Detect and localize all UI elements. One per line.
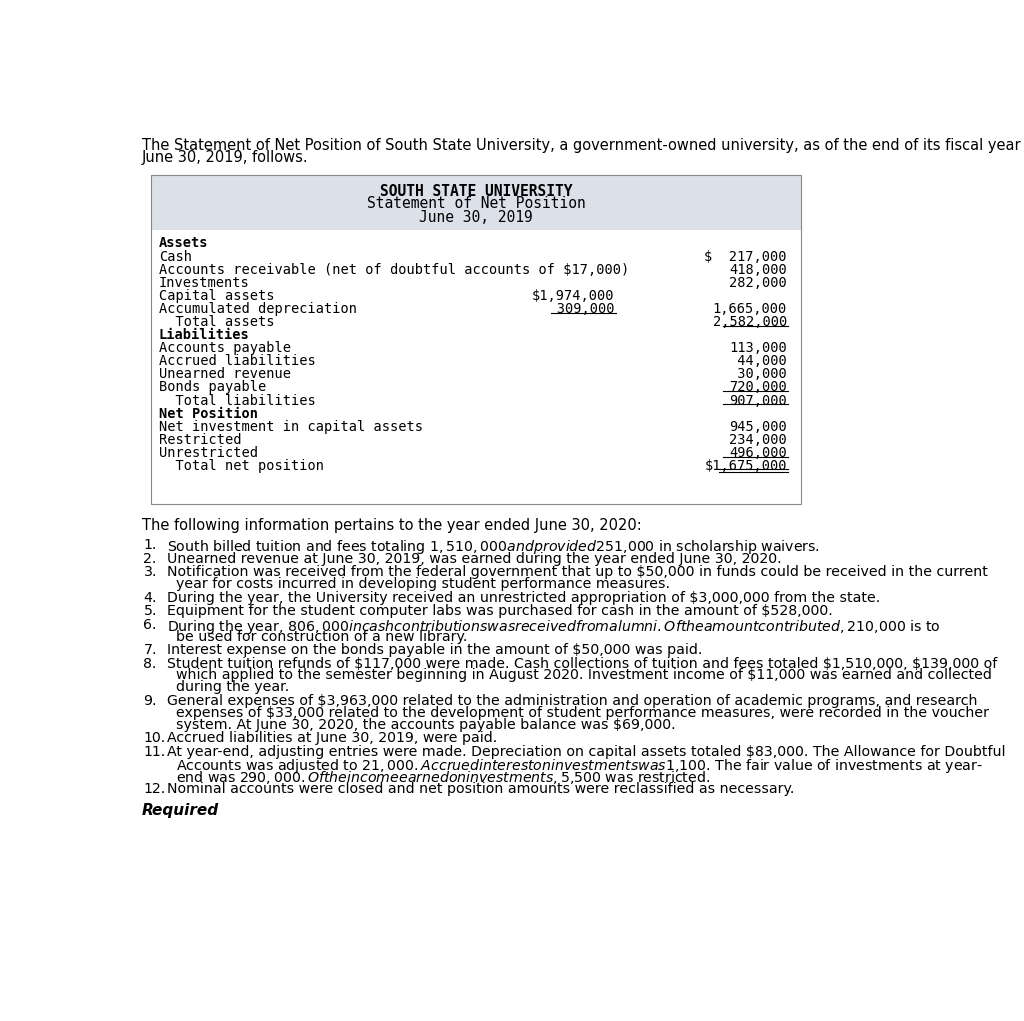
Text: 496,000: 496,000 — [729, 446, 786, 459]
Text: 3.: 3. — [143, 566, 157, 579]
Text: 44,000: 44,000 — [729, 354, 786, 369]
Text: during the year.: during the year. — [176, 680, 290, 694]
Text: The Statement of Net Position of South State University, a government-owned univ: The Statement of Net Position of South S… — [142, 138, 1021, 153]
Text: Student tuition refunds of $117,000 were made. Cash collections of tuition and f: Student tuition refunds of $117,000 were… — [167, 657, 997, 671]
Text: Restricted: Restricted — [159, 433, 242, 447]
Text: During the year, the University received an unrestricted appropriation of $3,000: During the year, the University received… — [167, 591, 880, 604]
Text: which applied to the semester beginning in August 2020. Investment income of $11: which applied to the semester beginning … — [176, 669, 992, 682]
Text: Statement of Net Position: Statement of Net Position — [367, 196, 586, 211]
Text: June 30, 2019: June 30, 2019 — [419, 209, 532, 225]
Text: 8.: 8. — [143, 657, 157, 671]
Text: Accumulated depreciation: Accumulated depreciation — [159, 302, 357, 315]
Text: During the year, $806,000 in cash contributions was received from alumni. Of the: During the year, $806,000 in cash contri… — [167, 618, 940, 636]
Text: Total liabilities: Total liabilities — [159, 393, 315, 407]
Bar — [152, 175, 801, 504]
Text: Required: Required — [142, 804, 219, 818]
Text: 12.: 12. — [143, 782, 166, 796]
Text: 10.: 10. — [143, 731, 166, 745]
Text: 9.: 9. — [143, 694, 157, 708]
Text: 113,000: 113,000 — [729, 341, 786, 355]
Text: system. At June 30, 2020, the accounts payable balance was $69,000.: system. At June 30, 2020, the accounts p… — [176, 718, 676, 732]
Text: Total net position: Total net position — [159, 459, 324, 473]
Text: Liabilities: Liabilities — [159, 328, 250, 342]
Text: 2,582,000: 2,582,000 — [713, 315, 786, 329]
Text: Unearned revenue: Unearned revenue — [159, 368, 291, 382]
Text: $1,675,000: $1,675,000 — [705, 459, 786, 473]
Text: Unearned revenue at June 30, 2019, was earned during the year ended June 30, 202: Unearned revenue at June 30, 2019, was e… — [167, 551, 781, 566]
Text: Notification was received from the federal government that up to $50,000 in fund: Notification was received from the feder… — [167, 566, 987, 579]
Text: 7.: 7. — [143, 643, 157, 658]
Text: Assets: Assets — [159, 237, 209, 250]
Text: Accounts payable: Accounts payable — [159, 341, 291, 355]
Text: 907,000: 907,000 — [729, 393, 786, 407]
Text: 1,665,000: 1,665,000 — [713, 302, 786, 315]
Text: end was $290,000. Of the income earned on investments, $5,500 was restricted.: end was $290,000. Of the income earned o… — [176, 769, 711, 785]
Text: be used for construction of a new library.: be used for construction of a new librar… — [176, 630, 467, 643]
Text: Nominal accounts were closed and net position amounts were reclassified as neces: Nominal accounts were closed and net pos… — [167, 782, 795, 796]
Text: 309,000: 309,000 — [532, 302, 614, 315]
Text: expenses of $33,000 related to the development of student performance measures, : expenses of $33,000 related to the devel… — [176, 706, 989, 720]
Text: Equipment for the student computer labs was purchased for cash in the amount of : Equipment for the student computer labs … — [167, 604, 833, 618]
Text: Bonds payable: Bonds payable — [159, 381, 266, 394]
Text: Accounts was adjusted to $21,000. Accrued interest on investments was $1,100. Th: Accounts was adjusted to $21,000. Accrue… — [176, 757, 983, 775]
Text: At year-end, adjusting entries were made. Depreciation on capital assets totaled: At year-end, adjusting entries were made… — [167, 744, 1006, 759]
Text: Total assets: Total assets — [159, 315, 274, 329]
Bar — [152, 175, 801, 504]
Text: 6.: 6. — [143, 618, 157, 632]
Text: 418,000: 418,000 — [729, 262, 786, 277]
Text: 4.: 4. — [143, 591, 157, 604]
Text: General expenses of $3,963,000 related to the administration and operation of ac: General expenses of $3,963,000 related t… — [167, 694, 977, 708]
Text: $1,974,000: $1,974,000 — [532, 289, 614, 303]
Text: 282,000: 282,000 — [729, 276, 786, 290]
Text: Accrued liabilities: Accrued liabilities — [159, 354, 315, 369]
Text: year for costs incurred in developing student performance measures.: year for costs incurred in developing st… — [176, 577, 670, 591]
Text: 11.: 11. — [143, 744, 166, 759]
Text: Net Position: Net Position — [159, 406, 258, 421]
Text: 2.: 2. — [143, 551, 157, 566]
Text: Cash: Cash — [159, 249, 193, 263]
Text: 234,000: 234,000 — [729, 433, 786, 447]
Text: 30,000: 30,000 — [729, 368, 786, 382]
Text: Accounts receivable (net of doubtful accounts of $17,000): Accounts receivable (net of doubtful acc… — [159, 262, 630, 277]
Text: Net investment in capital assets: Net investment in capital assets — [159, 420, 423, 434]
Text: SOUTH STATE UNIVERSITY: SOUTH STATE UNIVERSITY — [380, 184, 572, 199]
Bar — [152, 231, 801, 504]
Text: Investments: Investments — [159, 276, 250, 290]
Text: Capital assets: Capital assets — [159, 289, 274, 303]
Text: 1.: 1. — [143, 538, 157, 552]
Text: 945,000: 945,000 — [729, 420, 786, 434]
Text: June 30, 2019, follows.: June 30, 2019, follows. — [142, 150, 308, 165]
Text: 720,000: 720,000 — [729, 381, 786, 394]
Text: Unrestricted: Unrestricted — [159, 446, 258, 459]
Text: The following information pertains to the year ended June 30, 2020:: The following information pertains to th… — [142, 519, 642, 533]
Text: Interest expense on the bonds payable in the amount of $50,000 was paid.: Interest expense on the bonds payable in… — [167, 643, 702, 658]
Text: 5.: 5. — [143, 604, 157, 618]
Text: Accrued liabilities at June 30, 2019, were paid.: Accrued liabilities at June 30, 2019, we… — [167, 731, 497, 745]
Text: $  217,000: $ 217,000 — [705, 249, 786, 263]
Text: South billed tuition and fees totaling $1,510,000 and provided $251,000 in schol: South billed tuition and fees totaling $… — [167, 538, 820, 556]
